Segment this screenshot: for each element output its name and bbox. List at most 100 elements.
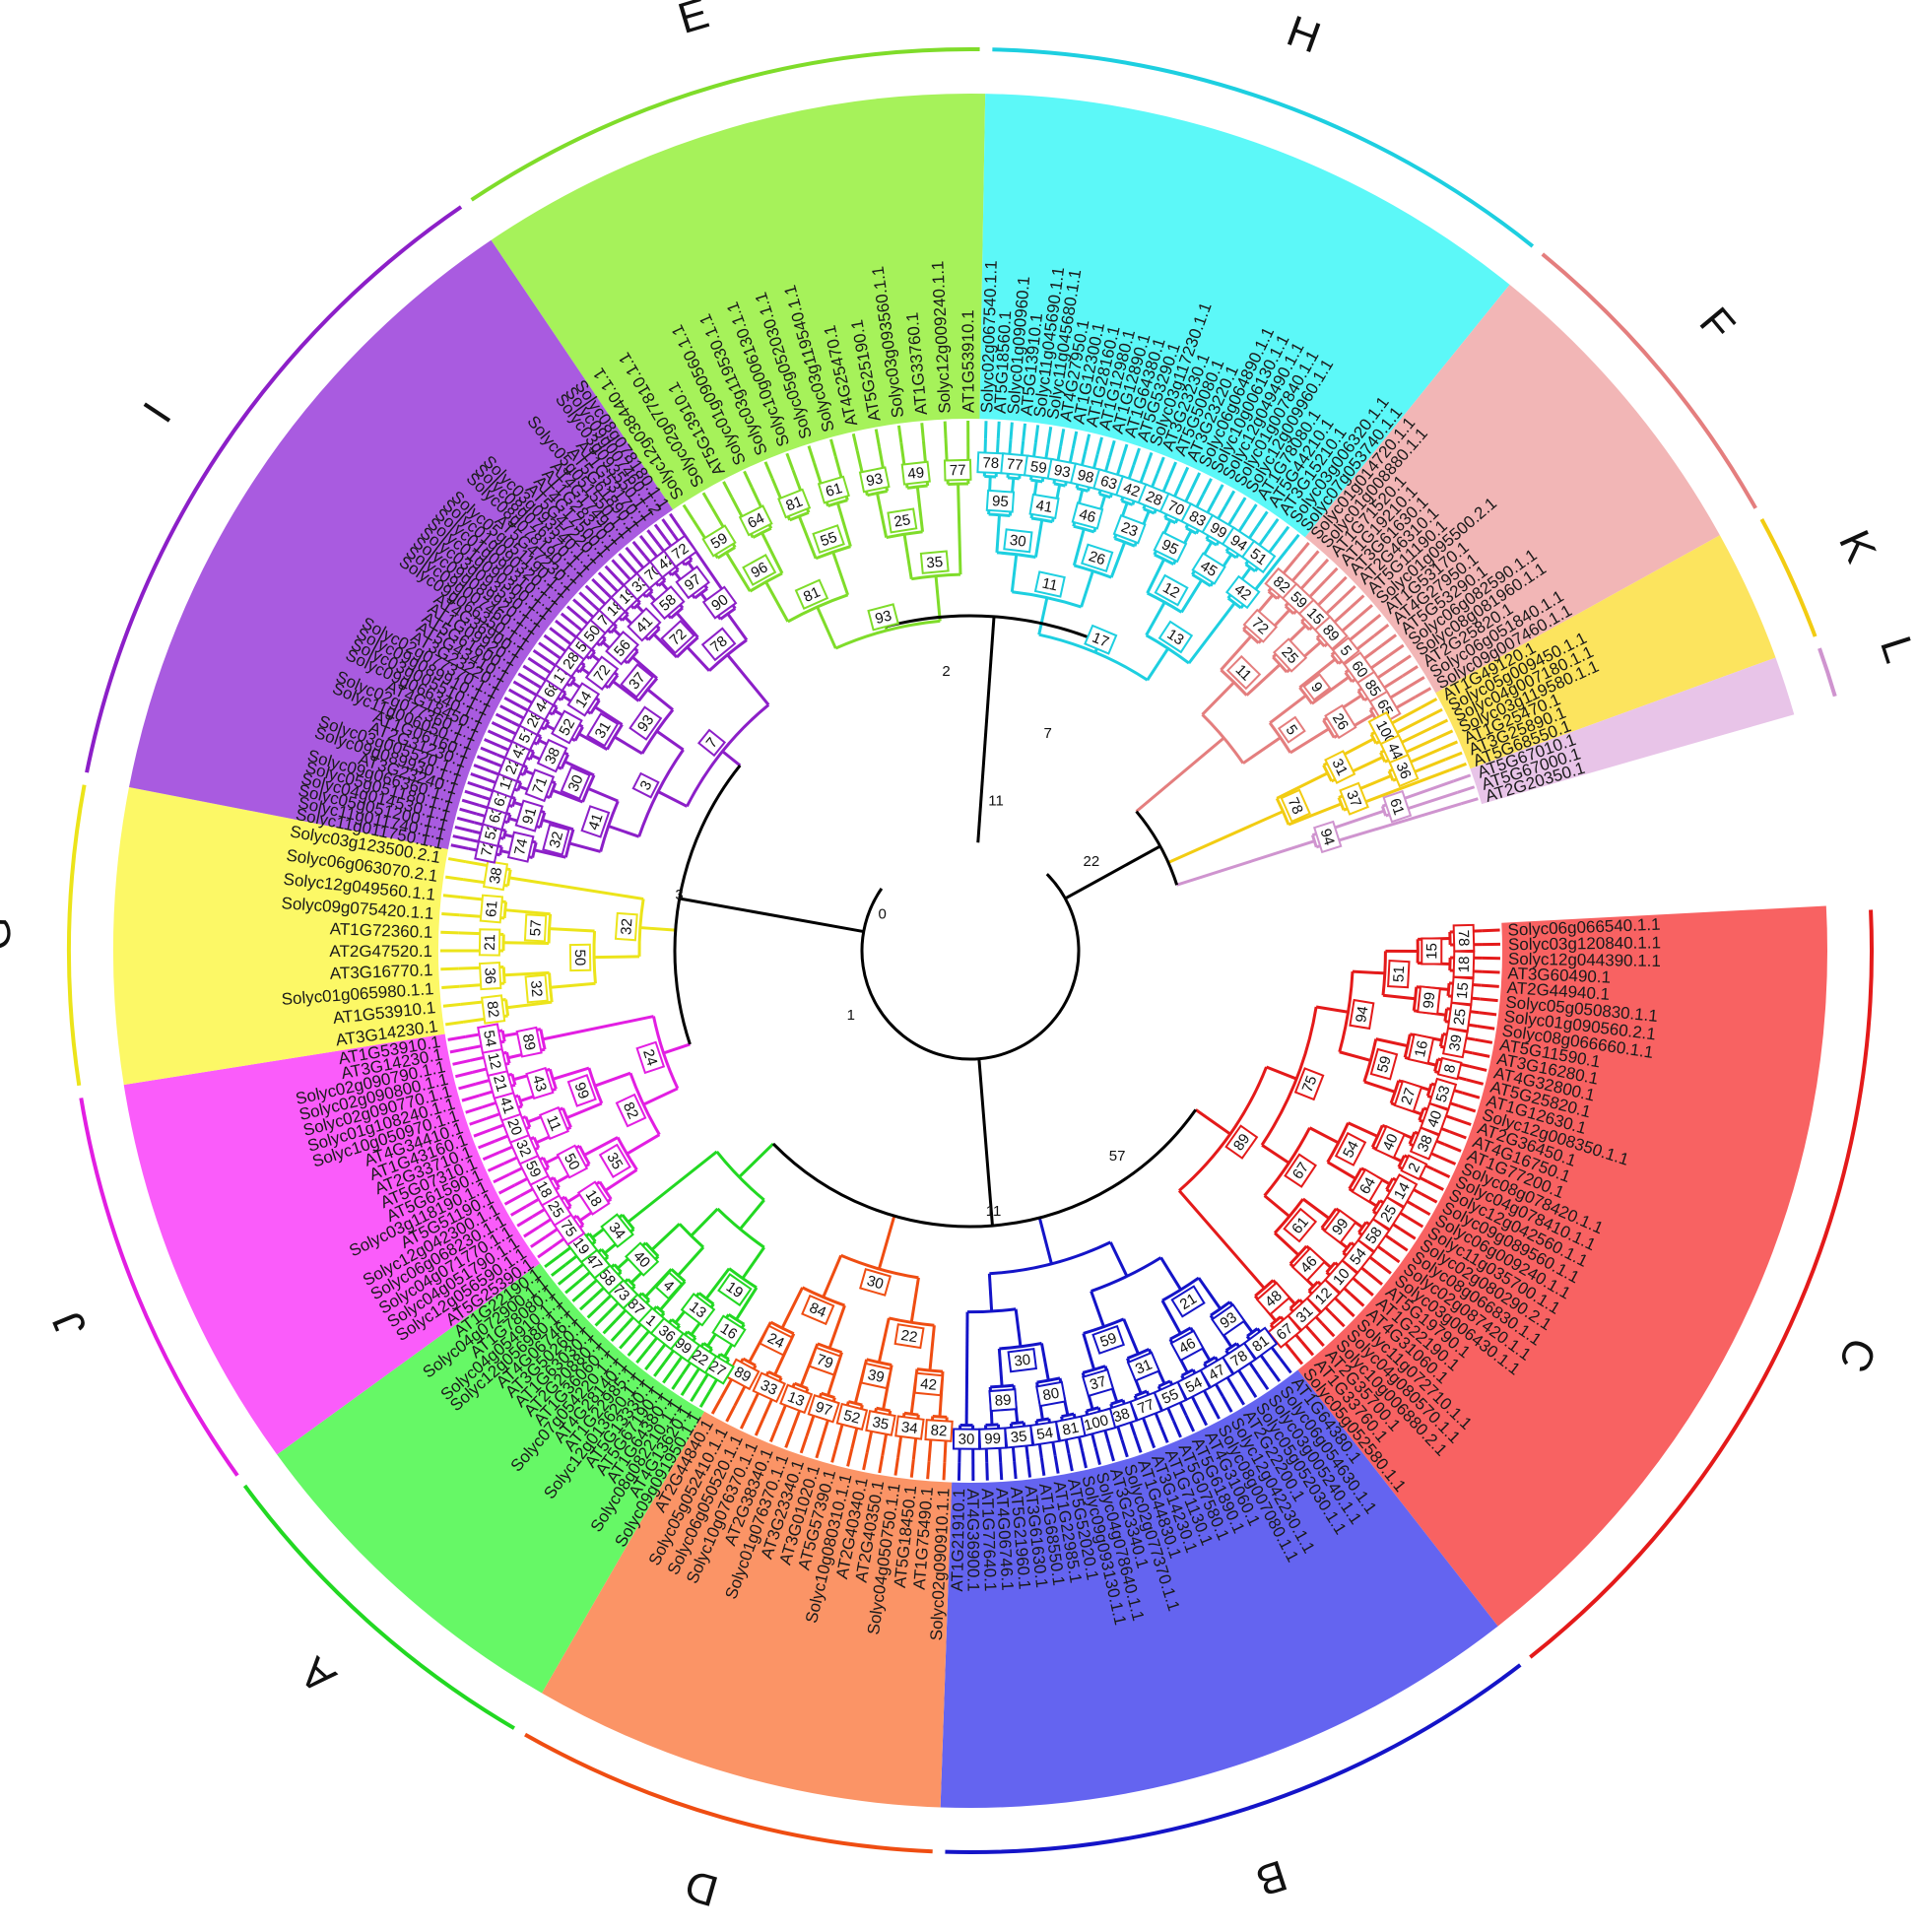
bootstrap-box: [1126, 1351, 1161, 1382]
bootstrap-label: 61: [479, 894, 504, 924]
bootstrap-value: 38: [487, 866, 505, 885]
bootstrap-value: 61: [824, 480, 844, 500]
node-arc: [560, 692, 567, 701]
node-arc: [1030, 478, 1043, 484]
leaf-branch: [943, 421, 948, 439]
node-arc: [592, 930, 597, 984]
bootstrap-value: 45: [1197, 558, 1220, 580]
bootstrap-value: 96: [749, 559, 771, 581]
leaf-branch: [1256, 510, 1269, 528]
node-arc: [532, 1136, 541, 1149]
leaf-branch: [452, 834, 471, 841]
bootstrap-value: 82: [620, 1099, 641, 1121]
internal-branch: [902, 534, 913, 579]
bootstrap-value: 32: [527, 980, 545, 998]
bootstrap-box: [514, 799, 544, 833]
bootstrap-box: [1388, 753, 1420, 788]
bootstrap-value: 16: [1412, 1039, 1431, 1059]
bootstrap-label: 42: [1114, 475, 1149, 505]
bootstrap-label: 9: [1302, 673, 1332, 701]
backbone-bootstrap: 0: [879, 906, 887, 923]
bootstrap-label: 12: [1305, 1278, 1341, 1314]
node-arc: [1134, 1389, 1148, 1398]
bootstrap-label: 12: [1154, 573, 1189, 607]
internal-branch: [1033, 519, 1044, 558]
bootstrap-label: 11: [538, 1105, 569, 1141]
leaf-branch: [1350, 594, 1365, 609]
bootstrap-value: 47: [1206, 1362, 1228, 1384]
bootstrap-value: 21: [1177, 1291, 1200, 1313]
node-arc: [684, 559, 693, 566]
internal-branch: [827, 1304, 846, 1349]
bootstrap-label: 21: [486, 1067, 515, 1100]
leaf-branch: [512, 680, 530, 693]
node-arc: [719, 607, 737, 621]
internal-branch: [928, 1325, 936, 1371]
bootstrap-label: 58: [649, 585, 686, 621]
leaf-branch: [983, 421, 988, 439]
leaf-branch: [454, 825, 473, 833]
bootstrap-box: [1324, 750, 1356, 784]
leaf-branch: [458, 1082, 477, 1091]
clade-arc-l: [1818, 647, 1837, 698]
bootstrap-box: [479, 894, 504, 924]
leaf-branch: [1323, 566, 1339, 582]
bootstrap-value: 77: [1006, 456, 1024, 474]
bootstrap-value: 78: [1227, 1348, 1250, 1370]
clade-arc-d: [524, 1732, 933, 1854]
bootstrap-box: [542, 823, 570, 856]
node-arc: [911, 572, 961, 581]
bootstrap-value: 55: [819, 529, 839, 551]
bootstrap-label: 11: [1225, 654, 1262, 691]
backbone-arc: [771, 1108, 1198, 1229]
bootstrap-box: [1112, 513, 1147, 545]
bootstrap-box: [1224, 574, 1261, 610]
leaf-branch: [564, 1280, 580, 1295]
bootstrap-box: [625, 1241, 660, 1277]
bootstrap-box: [859, 1268, 892, 1297]
leaf-branch: [1358, 1282, 1374, 1297]
bootstrap-label: 46: [1169, 1329, 1205, 1363]
leaf-branch: [1156, 456, 1165, 475]
leaf-branch: [1059, 429, 1066, 447]
bootstrap-box: [605, 630, 640, 666]
internal-branch: [1339, 1050, 1371, 1062]
bootstrap-box: [1225, 654, 1262, 691]
bootstrap-label: 37: [1082, 1368, 1115, 1398]
bootstrap-value: 80: [1041, 1385, 1060, 1405]
node-arc: [1224, 1342, 1238, 1352]
bootstrap-value: 32: [512, 1138, 534, 1160]
internal-branch: [1108, 1241, 1129, 1278]
internal-branch: [797, 515, 818, 560]
internal-branch: [1326, 1161, 1356, 1180]
clade-arc-g: [67, 784, 87, 1087]
internal-branch: [1014, 1308, 1023, 1347]
leaf-branch: [661, 518, 675, 535]
bootstrap-value: 94: [1317, 827, 1338, 847]
internal-branch: [604, 1168, 638, 1192]
bootstrap-value: 61: [1386, 796, 1407, 817]
bootstrap-box: [649, 585, 686, 621]
backbone-branches: [639, 614, 1315, 1270]
bootstrap-label: 72: [660, 619, 695, 655]
internal-branch: [508, 876, 644, 900]
bootstrap-box: [1349, 998, 1375, 1031]
node-arc: [1284, 605, 1295, 616]
node-arc: [1342, 1241, 1353, 1254]
node-arc: [1337, 796, 1346, 811]
bootstrap-value: 50: [571, 949, 588, 966]
clade-stem: [877, 1215, 896, 1270]
bootstrap-box: [584, 655, 620, 691]
node-arc: [575, 1215, 585, 1227]
clade-arc-h: [992, 47, 1535, 248]
node-arc: [1272, 655, 1289, 674]
bootstrap-value: 37: [1088, 1373, 1108, 1394]
bootstrap-label: 81: [777, 488, 812, 519]
bootstrap-label: 41: [580, 805, 611, 838]
clade-arc-k: [1759, 518, 1818, 637]
bootstrap-box: [631, 771, 660, 799]
bootstrap-label: 22: [893, 1323, 925, 1350]
node-arc: [1267, 590, 1279, 600]
bootstrap-value: 30: [1013, 1352, 1031, 1370]
leaf-branch: [586, 1303, 602, 1319]
